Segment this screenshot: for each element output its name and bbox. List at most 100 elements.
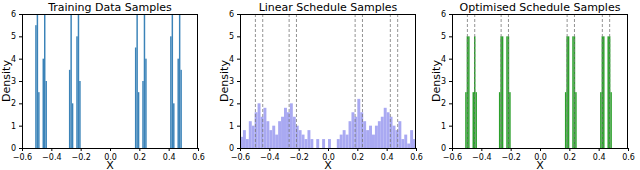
histogram-bar (584, 148, 585, 149)
histogram-bar (62, 148, 63, 149)
y-axis-title: Density (218, 60, 231, 102)
histogram-bar (160, 148, 161, 149)
histogram-bar (153, 148, 154, 149)
histogram-bar (499, 92, 500, 148)
y-tick-label: 6 (441, 10, 446, 19)
histogram-bar (514, 148, 515, 149)
histogram-bar (462, 148, 463, 149)
histogram-bar (398, 121, 401, 148)
y-axis-line (22, 15, 23, 149)
histogram-bar (453, 148, 454, 149)
histogram-bar (155, 148, 156, 149)
histogram-bar (89, 148, 90, 149)
histogram-bar (490, 148, 491, 149)
histogram-bar (275, 135, 278, 148)
histogram-bar (249, 121, 252, 148)
mode-line (397, 14, 398, 148)
y-tick-mark (449, 126, 452, 127)
x-tick-label: −0.2 (501, 153, 520, 162)
histogram-bar (148, 148, 149, 149)
histogram-bar (481, 148, 482, 149)
x-tick: 0.4 (163, 148, 176, 162)
x-tick-mark (269, 148, 270, 151)
histogram-bar (54, 148, 55, 149)
histogram-bar (544, 148, 545, 149)
histogram-bar (172, 14, 173, 148)
y-tick-mark (449, 59, 452, 60)
histogram-bar (50, 148, 51, 149)
histogram-bar (585, 148, 586, 149)
histogram-bar (63, 148, 64, 149)
mode-line (296, 14, 297, 148)
histogram-bar (537, 148, 538, 149)
x-tick-mark (328, 148, 329, 151)
y-tick-mark (19, 126, 22, 127)
x-tick-label: 0.2 (351, 153, 364, 162)
histogram-bar (547, 148, 548, 149)
y-tick-label: 0 (11, 144, 16, 153)
histogram-bar (94, 148, 95, 149)
histogram-bar (471, 148, 472, 149)
histogram-bar (346, 135, 349, 148)
histogram-bar (349, 121, 352, 148)
y-tick-mark (449, 103, 452, 104)
histogram-bar (23, 148, 24, 149)
histogram-bar (496, 148, 497, 149)
chart-title: Linear Schedule Samples (259, 1, 398, 14)
histogram-bar (568, 36, 569, 148)
histogram-bar (176, 148, 177, 149)
histogram-bar (59, 148, 60, 149)
histogram-bar (195, 148, 196, 149)
histogram-bar (180, 70, 181, 148)
x-tick: −0.4 (42, 148, 61, 162)
histogram-bar (123, 148, 124, 149)
chart-title: Training Data Samples (47, 1, 172, 14)
histogram-bar (357, 99, 360, 148)
y-tick-label: 5 (229, 32, 234, 41)
x-axis-title: X (106, 159, 114, 170)
histogram-bar (594, 148, 595, 149)
x-tick-mark (139, 148, 140, 151)
y-tick-mark (237, 59, 240, 60)
histogram-bar (56, 148, 57, 149)
histogram-bar (67, 148, 68, 149)
histogram-bar (596, 148, 597, 149)
histogram-bar (407, 144, 410, 148)
histogram-bar (307, 130, 310, 148)
histogram-bar (319, 148, 322, 149)
histogram-bar (410, 130, 413, 148)
mode-line (501, 14, 502, 148)
y-tick-label: 6 (229, 10, 234, 19)
histogram-bar (536, 148, 537, 149)
y-tick-mark (237, 81, 240, 82)
histogram-bar (565, 92, 566, 148)
x-tick-mark (540, 148, 541, 151)
histogram-bar (73, 148, 74, 149)
histogram-bar (599, 148, 600, 149)
histogram-bar (189, 148, 190, 149)
mode-line (609, 14, 610, 148)
x-tick-label: −0.4 (42, 153, 61, 162)
histogram-bar (588, 148, 589, 149)
mode-line (602, 14, 603, 148)
histogram-bar (519, 148, 520, 149)
histogram-bar (141, 148, 142, 149)
frame-top (240, 14, 416, 15)
x-tick-label: −0.2 (289, 153, 308, 162)
histogram-bar (132, 148, 133, 149)
histogram-bar (26, 148, 27, 149)
histogram-bar (101, 148, 102, 149)
histogram-bar (541, 148, 542, 149)
histogram-bar (456, 148, 457, 149)
x-tick-mark (110, 148, 111, 151)
histogram-bar (110, 148, 111, 149)
x-tick-mark (511, 148, 512, 151)
mode-line (474, 14, 475, 148)
plot-marks (35, 14, 182, 148)
histogram-bar (188, 148, 189, 149)
x-tick-mark (569, 148, 570, 151)
y-tick-label: 0 (229, 144, 234, 153)
histogram-bar (522, 148, 523, 149)
x-tick-label: −0.6 (443, 153, 462, 162)
histogram-bar (618, 148, 619, 149)
